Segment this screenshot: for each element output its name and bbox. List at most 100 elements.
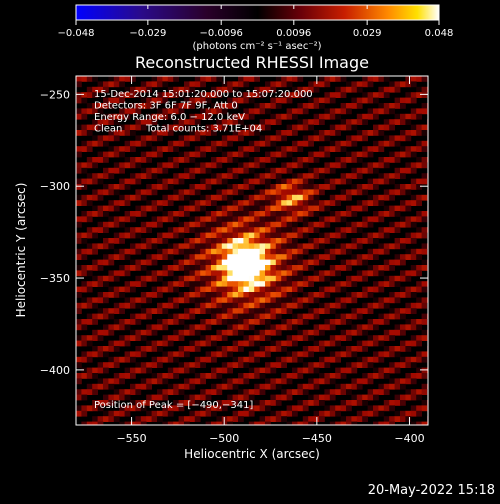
heatmap-cell: [140, 421, 147, 425]
heatmap-cell: [232, 346, 239, 352]
heatmap-cell: [378, 108, 385, 115]
heatmap-cell: [351, 324, 358, 331]
heatmap-cell: [140, 378, 147, 385]
heatmap-cell: [200, 232, 206, 239]
heatmap-cell: [216, 140, 223, 147]
heatmap-cell: [146, 367, 152, 374]
heatmap-cell: [292, 319, 298, 325]
heatmap-cell: [167, 146, 174, 152]
heatmap-cell: [373, 351, 379, 358]
heatmap-cell: [113, 221, 120, 228]
heatmap-cell: [140, 124, 147, 131]
heatmap-cell: [292, 205, 298, 212]
heatmap-cell: [173, 124, 179, 131]
heatmap-cell: [265, 211, 271, 217]
heatmap-cell: [178, 351, 185, 358]
heatmap-cell: [178, 119, 185, 125]
heatmap-cell: [243, 410, 250, 417]
heatmap-cell: [421, 281, 428, 287]
heatmap-cell: [200, 410, 206, 417]
heatmap-cell: [92, 400, 98, 406]
heatmap-cell: [119, 270, 125, 277]
heatmap-cell: [351, 211, 358, 217]
heatmap-cell: [119, 292, 125, 298]
heatmap-cell: [162, 319, 169, 325]
heatmap-cell: [238, 297, 244, 304]
heatmap-cell: [302, 227, 309, 233]
heatmap-cell: [297, 329, 304, 336]
heatmap-cell: [243, 146, 250, 152]
heatmap-cell: [292, 421, 298, 425]
heatmap-cell: [243, 286, 250, 293]
heatmap-cell: [211, 162, 217, 169]
heatmap-cell: [173, 351, 179, 358]
heatmap-cell: [259, 308, 266, 314]
heatmap-cell: [400, 270, 406, 277]
heatmap-cell: [254, 270, 260, 277]
heatmap-cell: [216, 373, 223, 379]
heatmap-cell: [92, 275, 98, 282]
heatmap-cell: [281, 281, 287, 287]
heatmap-cell: [308, 335, 314, 341]
heatmap-cell: [135, 405, 142, 412]
heatmap-cell: [113, 162, 120, 169]
heatmap-cell: [254, 340, 260, 347]
heatmap-cell: [238, 189, 244, 196]
heatmap-cell: [243, 97, 250, 104]
heatmap-cell: [270, 410, 277, 417]
heatmap-cell: [383, 162, 390, 169]
heatmap-cell: [254, 356, 260, 363]
heatmap-cell: [124, 146, 131, 152]
heatmap-cell: [362, 362, 368, 368]
heatmap-cell: [151, 135, 158, 142]
heatmap-cell: [405, 416, 412, 422]
heatmap-cell: [265, 346, 271, 352]
heatmap-cell: [383, 248, 390, 255]
heatmap-cell: [92, 189, 98, 196]
heatmap-cell: [205, 167, 212, 174]
heatmap-cell: [356, 340, 363, 347]
heatmap-cell: [335, 297, 341, 304]
heatmap-cell: [119, 286, 125, 293]
heatmap-cell: [254, 302, 260, 309]
heatmap-cell: [162, 281, 169, 287]
heatmap-cell: [319, 216, 325, 223]
heatmap-cell: [97, 140, 104, 147]
heatmap-cell: [86, 297, 93, 304]
heatmap-cell: [130, 76, 136, 82]
heatmap-cell: [405, 410, 412, 417]
heatmap-cell: [286, 227, 293, 233]
heatmap-cell: [243, 238, 250, 244]
heatmap-cell: [394, 221, 401, 228]
heatmap-cell: [146, 400, 152, 406]
heatmap-cell: [346, 189, 352, 196]
heatmap-cell: [124, 162, 131, 169]
heatmap-cell: [259, 297, 266, 304]
heatmap-cell: [211, 308, 217, 314]
heatmap-cell: [378, 162, 385, 169]
heatmap-cell: [243, 130, 250, 136]
heatmap-cell: [362, 275, 368, 282]
heatmap-cell: [140, 205, 147, 212]
heatmap-cell: [103, 259, 109, 266]
heatmap-cell: [416, 254, 422, 260]
heatmap-cell: [346, 281, 352, 287]
heatmap-cell: [211, 340, 217, 347]
heatmap-cell: [383, 211, 390, 217]
heatmap-cell: [211, 254, 217, 260]
heatmap-cell: [346, 259, 352, 266]
heatmap-cell: [308, 81, 314, 88]
heatmap-cell: [389, 86, 395, 93]
heatmap-cell: [227, 329, 233, 336]
heatmap-cell: [308, 178, 314, 185]
heatmap-cell: [281, 259, 287, 266]
heatmap-cell: [405, 270, 412, 277]
heatmap-cell: [286, 394, 293, 401]
heatmap-cell: [216, 389, 223, 395]
heatmap-cell: [221, 124, 228, 131]
heatmap-cell: [189, 259, 196, 266]
heatmap-cell: [373, 254, 379, 260]
heatmap-cell: [173, 103, 179, 109]
heatmap-cell: [313, 151, 320, 158]
heatmap-cell: [243, 319, 250, 325]
